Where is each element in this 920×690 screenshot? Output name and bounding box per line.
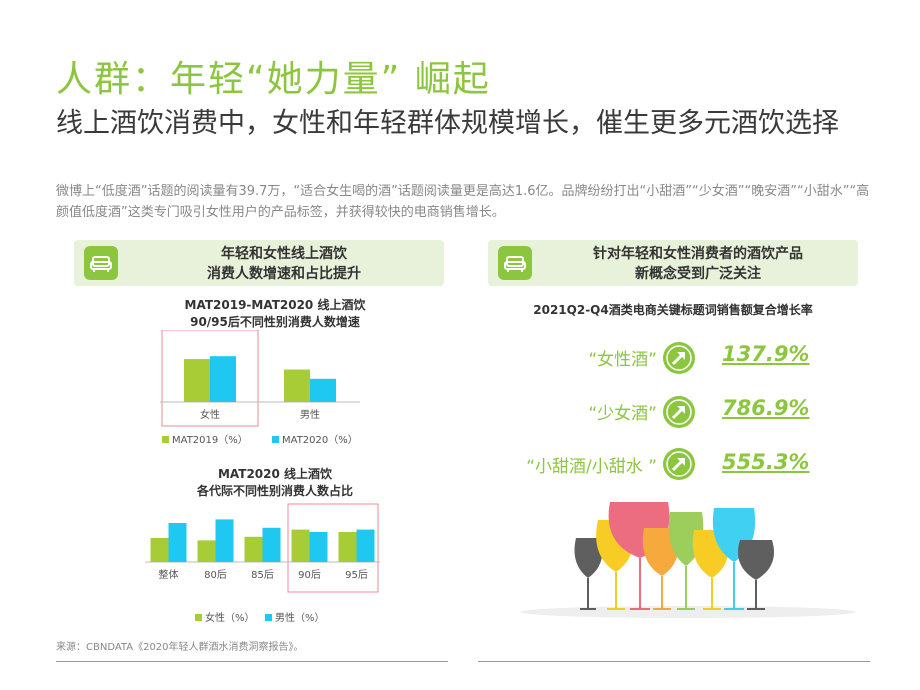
chart1-svg: 女性 男性 MAT2019（%） MAT2020（%） [160,330,360,446]
source-note: 来源：CBNDATA《2020年轻人群酒水消费洞察报告》。 [56,642,304,653]
bar-series2 [262,527,281,562]
keyword-value-1: 137.9% [722,342,810,366]
intro-paragraph: 微博上“低度酒”话题的阅读量有39.7万，“适合女生喝的酒”话题阅读量更是高达1… [56,184,870,220]
legend-swatch [265,614,272,621]
x-tick-label: 女性 [200,408,220,421]
keyword-label-2: “少女酒” [588,404,657,424]
left-banner-line1: 年轻和女性线上酒饮 [221,246,347,262]
legend-label: MAT2020（%） [282,434,358,446]
x-tick-label: 80后 [204,569,227,581]
keyword-value-3: 555.3% [722,450,810,474]
legend-swatch [162,436,169,443]
legend-swatch [272,436,279,443]
bar-series1 [150,538,169,562]
growth-arrow-icon [663,396,695,428]
bar-series1 [197,540,216,562]
right-banner-line1: 针对年轻和女性消费者的酒饮产品 [593,246,803,262]
x-tick-label: 男性 [300,408,320,421]
left-banner-line2: 消费人数增速和占比提升 [207,266,361,282]
bar-series2 [215,519,234,562]
legend-label: 女性（%） [205,611,255,624]
bar-series1 [184,359,210,402]
chart2-title: MAT2020 线上酒饮 各代际不同性别消费人数占比 [196,467,353,498]
legend-label: 男性（%） [275,611,325,624]
keyword-label-3: “小甜酒/小甜水 ” [526,457,657,477]
footer-divider [56,661,448,662]
x-tick-label: 85后 [251,569,274,581]
left-banner: 年轻和女性线上酒饮 消费人数增速和占比提升 [74,240,444,286]
bar-series2 [168,523,187,562]
bar-series1 [284,369,310,402]
bar-series2 [310,378,336,402]
bar-series1 [338,532,357,562]
keyword-value-2: 786.9% [722,396,810,420]
keywords-title: 2021Q2-Q4酒类电商关键标题词销售额复合增长率 [533,303,813,317]
x-tick-label: 95后 [345,569,368,581]
bar-series2 [210,356,236,402]
growth-arrow-icon [663,448,695,480]
legend-swatch [195,614,202,621]
highlight-frame [161,330,259,427]
right-banner-line2: 新概念受到广泛关注 [635,266,761,282]
chart1-title: MAT2019-MAT2020 线上酒饮 90/95后不同性别消费人数增速 [184,298,366,329]
sofa-icon [84,246,118,280]
bar-series1 [244,536,263,562]
bar-series2 [356,529,375,562]
legend-label: MAT2019（%） [172,434,248,446]
keyword-label-1: “女性酒” [588,350,657,370]
page-subtitle: 线上酒饮消费中，女性和年轻群体规模增长，催生更多元酒饮选择 [56,108,839,139]
bar-series1 [291,529,310,562]
growth-arrow-icon [663,342,695,374]
x-tick-label: 90后 [298,569,321,581]
page-title: 人群：年轻“她力量” 崛起 [56,59,491,100]
highlight-frame [287,503,379,593]
sofa-icon [498,246,532,280]
right-banner: 针对年轻和女性消费者的酒饮产品 新概念受到广泛关注 [488,240,858,286]
wine-glasses-illustration [520,502,856,618]
footer-divider [478,661,870,662]
x-tick-label: 整体 [159,568,179,581]
bar-series2 [309,532,328,562]
